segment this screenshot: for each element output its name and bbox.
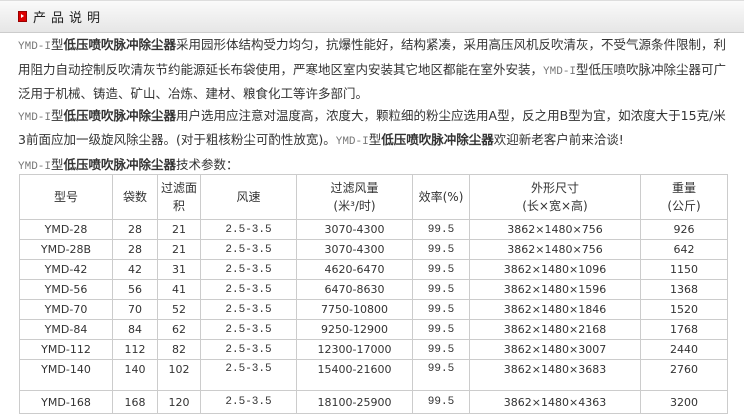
table-cell: 82 bbox=[157, 339, 201, 360]
paragraph-intro: YMD-I型低压喷吹脉冲除尘器采用园形体结构受力均匀，抗爆性能好，结构紧凑，采用… bbox=[18, 37, 727, 101]
table-cell: 1520 bbox=[640, 299, 728, 320]
table-cell: 4620-6470 bbox=[296, 259, 413, 280]
product-description: YMD-I型低压喷吹脉冲除尘器采用园形体结构受力均匀，抗爆性能好，结构紧凑，采用… bbox=[0, 34, 744, 178]
table-cell: 99.5 bbox=[412, 339, 470, 360]
table-row: YMD-112 112 82 2.5-3.5 12300-17000 99.5 3862×1… bbox=[19, 339, 728, 360]
table-cell: 3070-4300 bbox=[296, 219, 413, 240]
table-cell: YMD-70 bbox=[19, 299, 113, 320]
table-cell: 99.5 bbox=[412, 390, 470, 414]
table-cell: 1768 bbox=[640, 319, 728, 340]
table-row: YMD-28 28 21 2.5-3.5 3070-4300 99.5 3862×1480×… bbox=[19, 219, 728, 240]
table-cell: 2.5-3.5 bbox=[200, 339, 297, 360]
table-cell: 31 bbox=[157, 259, 201, 280]
table-cell: 3862×1480×1596 bbox=[469, 279, 641, 300]
table-cell: 3862×1480×1846 bbox=[469, 299, 641, 320]
table-cell: 3862×1480×2168 bbox=[469, 319, 641, 340]
table-cell: 21 bbox=[157, 239, 201, 260]
column-header: 风速 bbox=[200, 174, 297, 220]
table-cell: 2440 bbox=[640, 339, 728, 360]
table-cell: 3070-4300 bbox=[296, 239, 413, 260]
column-header: 过滤风量 (米³/时) bbox=[296, 174, 413, 220]
table-cell: 99.5 bbox=[412, 239, 470, 260]
column-header: 外形尺寸 (长×宽×高) bbox=[469, 174, 641, 220]
column-header: 重量 (公斤) bbox=[640, 174, 728, 220]
table-cell: 3200 bbox=[640, 390, 728, 414]
table-row: YMD-140 140 102 2.5-3.5 15400-21600 99.5 3862×… bbox=[19, 359, 728, 391]
red-square-arrow-icon bbox=[18, 11, 27, 22]
paragraph-selection: YMD-I型低压喷吹脉冲除尘器用户选用应注意对温度高，浓度大，颗粒细的粉尘应选用… bbox=[18, 107, 726, 149]
table-cell: 1368 bbox=[640, 279, 728, 300]
table-cell: 42 bbox=[112, 259, 158, 280]
table-cell: 99.5 bbox=[412, 279, 470, 300]
table-cell: 2.5-3.5 bbox=[200, 299, 297, 320]
table-cell: 2.5-3.5 bbox=[200, 219, 297, 240]
table-cell: 70 bbox=[112, 299, 158, 320]
table-cell: 15400-21600 bbox=[296, 359, 413, 391]
table-cell: 140 bbox=[112, 359, 158, 391]
table-row: YMD-42 42 31 2.5-3.5 4620-6470 99.5 3862×1480×… bbox=[19, 259, 728, 280]
column-header: 效率(%) bbox=[412, 174, 470, 220]
table-cell: YMD-140 bbox=[19, 359, 113, 391]
table-row: YMD-168 168 120 2.5-3.5 18100-25900 99.5 3862×… bbox=[19, 390, 728, 414]
table-cell: 99.5 bbox=[412, 359, 470, 391]
column-header: 型号 bbox=[19, 174, 113, 220]
table-cell: 9250-12900 bbox=[296, 319, 413, 340]
table-cell: 112 bbox=[112, 339, 158, 360]
table-cell: 1150 bbox=[640, 259, 728, 280]
table-cell: 2.5-3.5 bbox=[200, 239, 297, 260]
table-row: YMD-56 56 41 2.5-3.5 6470-8630 99.5 3862×1480×… bbox=[19, 279, 728, 300]
table-cell: 28 bbox=[112, 219, 158, 240]
section-title: 产品说明 bbox=[33, 11, 106, 26]
table-cell: 84 bbox=[112, 319, 158, 340]
table-cell: 642 bbox=[640, 239, 728, 260]
table-cell: 62 bbox=[157, 319, 201, 340]
table-cell: 3862×1480×756 bbox=[469, 219, 641, 240]
table-cell: 3862×1480×3007 bbox=[469, 339, 641, 360]
table-cell: 56 bbox=[112, 279, 158, 300]
table-cell: YMD-42 bbox=[19, 259, 113, 280]
table-cell: 99.5 bbox=[412, 259, 470, 280]
table-cell: YMD-56 bbox=[19, 279, 113, 300]
table-cell: 2.5-3.5 bbox=[200, 359, 297, 391]
table-cell: 2.5-3.5 bbox=[200, 319, 297, 340]
table-cell: YMD-28 bbox=[19, 219, 113, 240]
table-cell: 6470-8630 bbox=[296, 279, 413, 300]
table-cell: 2.5-3.5 bbox=[200, 390, 297, 414]
table-cell: 52 bbox=[157, 299, 201, 320]
table-cell: 18100-25900 bbox=[296, 390, 413, 414]
table-cell: 2.5-3.5 bbox=[200, 259, 297, 280]
paragraph-specs-title: YMD-I型低压喷吹脉冲除尘器技术参数： bbox=[18, 156, 239, 173]
table-cell: 3862×1480×4363 bbox=[469, 390, 641, 414]
table-cell: YMD-112 bbox=[19, 339, 113, 360]
table-cell: 3862×1480×3683 bbox=[469, 359, 641, 391]
column-header: 袋数 bbox=[112, 174, 158, 220]
table-cell: 3862×1480×1096 bbox=[469, 259, 641, 280]
table-cell: 2.5-3.5 bbox=[200, 279, 297, 300]
table-cell: 21 bbox=[157, 219, 201, 240]
table-header-row: 型号 袋数 过滤面积 风速 过滤风量 (米³/时) 效率(%) 外形尺寸 (长×宽×高) 重量… bbox=[19, 174, 728, 220]
table-cell: 12300-17000 bbox=[296, 339, 413, 360]
table-cell: 120 bbox=[157, 390, 201, 414]
table-row: YMD-28B 28 21 2.5-3.5 3070-4300 99.5 3862×1480… bbox=[19, 239, 728, 260]
table-cell: 28 bbox=[112, 239, 158, 260]
table-cell: 99.5 bbox=[412, 219, 470, 240]
table-cell: 99.5 bbox=[412, 299, 470, 320]
section-header: 产品说明 bbox=[0, 0, 744, 33]
table-cell: 3862×1480×756 bbox=[469, 239, 641, 260]
table-cell: 2760 bbox=[640, 359, 728, 391]
table-cell: 41 bbox=[157, 279, 201, 300]
column-header: 过滤面积 bbox=[157, 174, 201, 220]
table-cell: 102 bbox=[157, 359, 201, 391]
table-cell: 99.5 bbox=[412, 319, 470, 340]
table-cell: YMD-168 bbox=[19, 390, 113, 414]
specs-table: 型号 袋数 过滤面积 风速 过滤风量 (米³/时) 效率(%) 外形尺寸 (长×宽×高) 重量… bbox=[19, 174, 728, 414]
table-row: YMD-84 84 62 2.5-3.5 9250-12900 99.5 3862×1480… bbox=[19, 319, 728, 340]
table-row: YMD-70 70 52 2.5-3.5 7750-10800 99.5 3862×1480… bbox=[19, 299, 728, 320]
table-cell: 7750-10800 bbox=[296, 299, 413, 320]
table-cell: 926 bbox=[640, 219, 728, 240]
table-cell: YMD-84 bbox=[19, 319, 113, 340]
table-cell: YMD-28B bbox=[19, 239, 113, 260]
table-cell: 168 bbox=[112, 390, 158, 414]
